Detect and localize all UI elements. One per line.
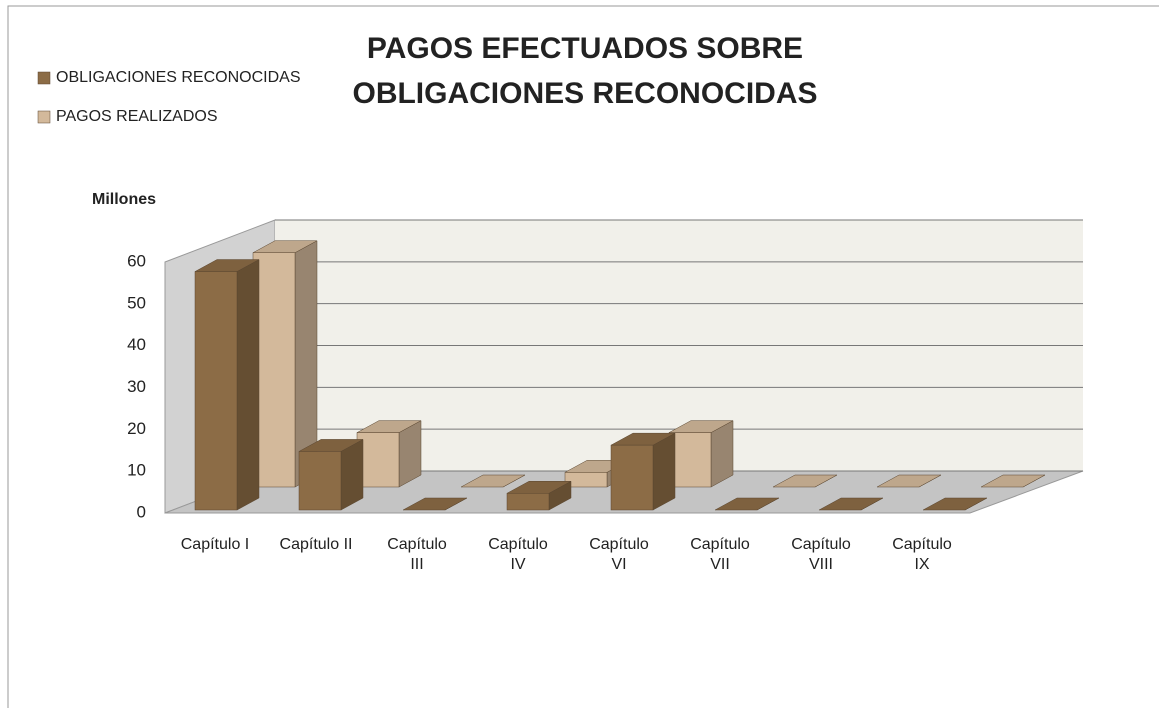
- y-tick-label: 0: [137, 502, 146, 521]
- frame: [7, 5, 1159, 708]
- y-tick-label: 40: [127, 335, 146, 354]
- legend-label: OBLIGACIONES RECONOCIDAS: [56, 69, 301, 86]
- bar: [194, 271, 238, 511]
- bar: [564, 472, 608, 488]
- bar-side: [652, 432, 676, 511]
- x-tick-label: Capítulo VII: [690, 536, 750, 573]
- bar-side: [340, 439, 364, 511]
- x-tick-label: Capítulo IX: [892, 536, 952, 573]
- bar-top: [818, 497, 884, 511]
- y-tick-label: 20: [127, 419, 146, 438]
- bar: [668, 432, 712, 488]
- y-tick-label: 50: [127, 293, 146, 312]
- legend-swatch: [37, 71, 51, 85]
- y-tick-label: 30: [127, 377, 146, 396]
- y-tick-label: 10: [127, 461, 146, 480]
- bar: [252, 252, 296, 488]
- legend-label: PAGOS REALIZADOS: [56, 108, 218, 125]
- legend-swatch: [37, 110, 51, 124]
- bar-side: [236, 259, 260, 511]
- bar-top: [876, 474, 942, 488]
- x-tick-label: Capítulo VIII: [791, 536, 851, 573]
- x-tick-label: Capítulo IV: [488, 536, 548, 573]
- y-axis-label: Millones: [92, 191, 156, 208]
- bar-top: [922, 497, 988, 511]
- x-tick-label: Capítulo III: [387, 536, 447, 573]
- bar: [610, 444, 654, 511]
- bar: [506, 493, 550, 511]
- bar-top: [460, 474, 526, 488]
- y-tick-label: 60: [127, 251, 146, 270]
- x-tick-label: Capítulo I: [180, 536, 250, 553]
- bar: [298, 451, 342, 511]
- chart-title: PAGOS EFECTUADOS SOBRE: [367, 32, 803, 65]
- chart-title: OBLIGACIONES RECONOCIDAS: [352, 77, 817, 110]
- bar-top: [714, 497, 780, 511]
- bar-top: [772, 474, 838, 488]
- x-tick-label: Capítulo VI: [589, 536, 649, 573]
- x-tick-label: Capítulo II: [279, 536, 353, 553]
- bar-top: [402, 497, 468, 511]
- bar: [356, 432, 400, 488]
- bar-top: [980, 474, 1046, 488]
